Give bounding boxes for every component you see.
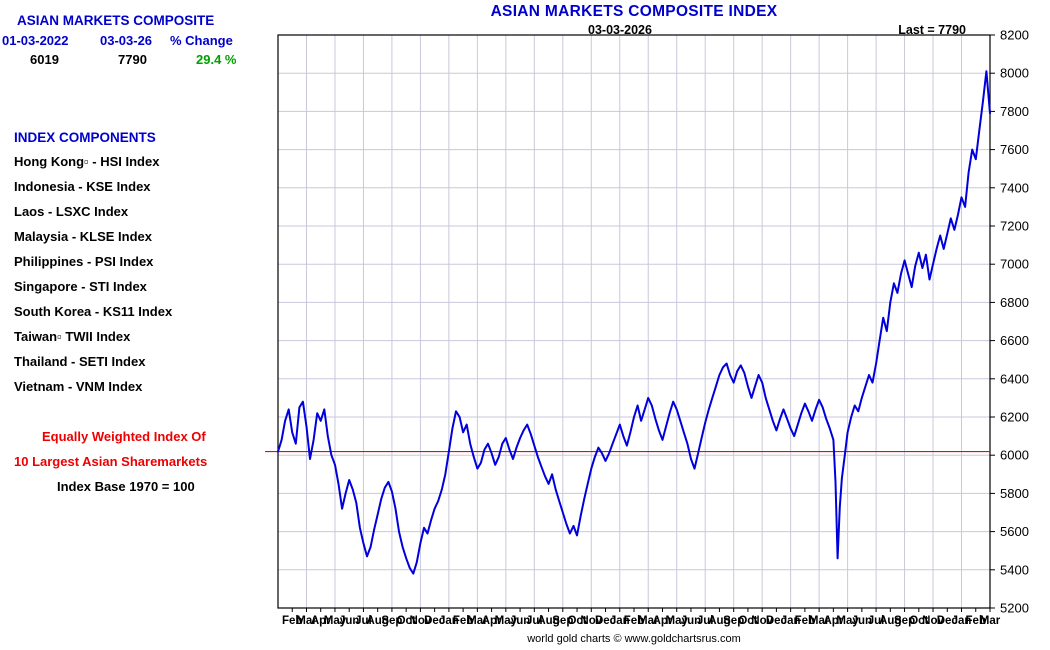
note-index-base: Index Base 1970 = 100: [57, 479, 195, 494]
index-component: Philippines - PSI Index: [14, 254, 154, 269]
x-tick-label: Jun: [852, 615, 872, 627]
index-component: Singapore - STI Index: [14, 279, 147, 294]
x-tick-label: Jan: [952, 615, 972, 627]
y-tick-label: 5600: [1000, 524, 1029, 539]
x-tick-label: Aug: [367, 615, 389, 627]
end-date-label: 03-03-26: [100, 33, 153, 48]
plot-last-value-label: Last = 7790: [898, 23, 966, 37]
x-tick-label: Jun: [681, 615, 701, 627]
x-tick-label: Nov: [922, 615, 944, 627]
x-tick-label: May: [836, 615, 859, 627]
plot-date-label: 03-03-2026: [588, 23, 652, 37]
x-tick-label: Jul: [697, 615, 714, 627]
index-component: Laos - LSXC Index: [14, 204, 129, 219]
x-tick-label: Mar: [809, 615, 830, 627]
x-tick-label: Apr: [311, 615, 331, 627]
index-component: Taiwan▫ TWII Index: [14, 329, 131, 344]
y-tick-label: 6400: [1000, 371, 1029, 386]
index-components-list: Hong Kong▫ - HSI Index Indonesia - KSE In…: [14, 154, 172, 404]
x-tick-label: Mar: [638, 615, 659, 627]
x-tick-label: Jul: [868, 615, 885, 627]
x-tick-label: Mar: [296, 615, 317, 627]
x-tick-label: Dec: [424, 615, 446, 627]
y-tick-label: 6000: [1000, 448, 1029, 463]
y-tick-label: 7000: [1000, 257, 1029, 272]
footer-credit: world gold charts © www.goldchartsrus.co…: [527, 633, 741, 645]
x-tick-label: Oct: [738, 615, 757, 627]
x-tick-label: May: [324, 615, 347, 627]
x-tick-label: Jul: [355, 615, 372, 627]
components-heading: INDEX COMPONENTS: [14, 130, 156, 145]
x-tick-label: Feb: [966, 615, 986, 627]
y-tick-label: 5400: [1000, 562, 1029, 577]
index-component: South Korea - KS11 Index: [14, 304, 173, 319]
x-tick-label: May: [495, 615, 518, 627]
y-tick-label: 7400: [1000, 180, 1029, 195]
x-tick-label: Dec: [595, 615, 617, 627]
x-tick-label: Dec: [937, 615, 959, 627]
y-tick-label: 7800: [1000, 104, 1029, 119]
start-value: 6019: [30, 52, 59, 67]
x-tick-label: Sep: [552, 615, 573, 627]
start-date-label: 01-03-2022: [2, 33, 69, 48]
y-tick-label: 6600: [1000, 333, 1029, 348]
y-tick-label: 5200: [1000, 601, 1029, 616]
end-value: 7790: [118, 52, 147, 67]
y-tick-label: 7200: [1000, 219, 1029, 234]
note-ten-largest: 10 Largest Asian Sharemarkets: [14, 454, 208, 469]
note-equally-weighted: Equally Weighted Index Of: [42, 429, 206, 444]
x-tick-label: Apr: [653, 615, 673, 627]
index-component: Indonesia - KSE Index: [14, 179, 151, 194]
x-tick-label: Feb: [282, 615, 302, 627]
x-tick-label: Oct: [567, 615, 586, 627]
index-component: Vietnam - VNM Index: [14, 379, 143, 394]
x-tick-label: Jun: [339, 615, 359, 627]
x-tick-label: Jan: [439, 615, 459, 627]
x-tick-label: Aug: [708, 615, 730, 627]
index-component: Malaysia - KLSE Index: [14, 229, 152, 244]
x-tick-label: Feb: [624, 615, 644, 627]
x-tick-label: Aug: [537, 615, 559, 627]
x-tick-label: Jan: [781, 615, 801, 627]
y-tick-label: 8000: [1000, 66, 1029, 81]
page-title: ASIAN MARKETS COMPOSITE INDEX: [490, 3, 778, 20]
x-tick-label: Jul: [526, 615, 543, 627]
x-tick-label: Jun: [510, 615, 530, 627]
y-tick-label: 7600: [1000, 142, 1029, 157]
index-component: Thailand - SETI Index: [14, 354, 146, 369]
y-tick-label: 8200: [1000, 28, 1029, 43]
x-tick-label: Feb: [453, 615, 473, 627]
change-label: % Change: [170, 33, 233, 48]
x-tick-label: Nov: [580, 615, 602, 627]
x-tick-label: Apr: [482, 615, 502, 627]
y-tick-label: 6800: [1000, 295, 1029, 310]
change-value: 29.4 %: [196, 52, 237, 67]
x-tick-label: Nov: [410, 615, 432, 627]
x-tick-label: Nov: [751, 615, 773, 627]
x-tick-label: Feb: [795, 615, 815, 627]
y-tick-label: 5800: [1000, 486, 1029, 501]
x-tick-label: Mar: [980, 615, 1001, 627]
x-tick-label: Aug: [879, 615, 901, 627]
x-tick-label: Jan: [610, 615, 630, 627]
x-tick-label: Mar: [467, 615, 488, 627]
x-tick-label: Sep: [723, 615, 744, 627]
x-tick-label: May: [666, 615, 689, 627]
x-tick-label: Sep: [381, 615, 402, 627]
series-line: [277, 70, 991, 575]
index-component: Hong Kong▫ - HSI Index: [14, 154, 160, 169]
y-tick-label: 6200: [1000, 410, 1029, 425]
x-tick-label: Oct: [909, 615, 928, 627]
x-tick-label: Sep: [894, 615, 915, 627]
x-tick-label: Oct: [397, 615, 416, 627]
x-tick-label: Apr: [823, 615, 843, 627]
panel-heading: ASIAN MARKETS COMPOSITE: [17, 13, 215, 28]
x-tick-label: Dec: [766, 615, 788, 627]
